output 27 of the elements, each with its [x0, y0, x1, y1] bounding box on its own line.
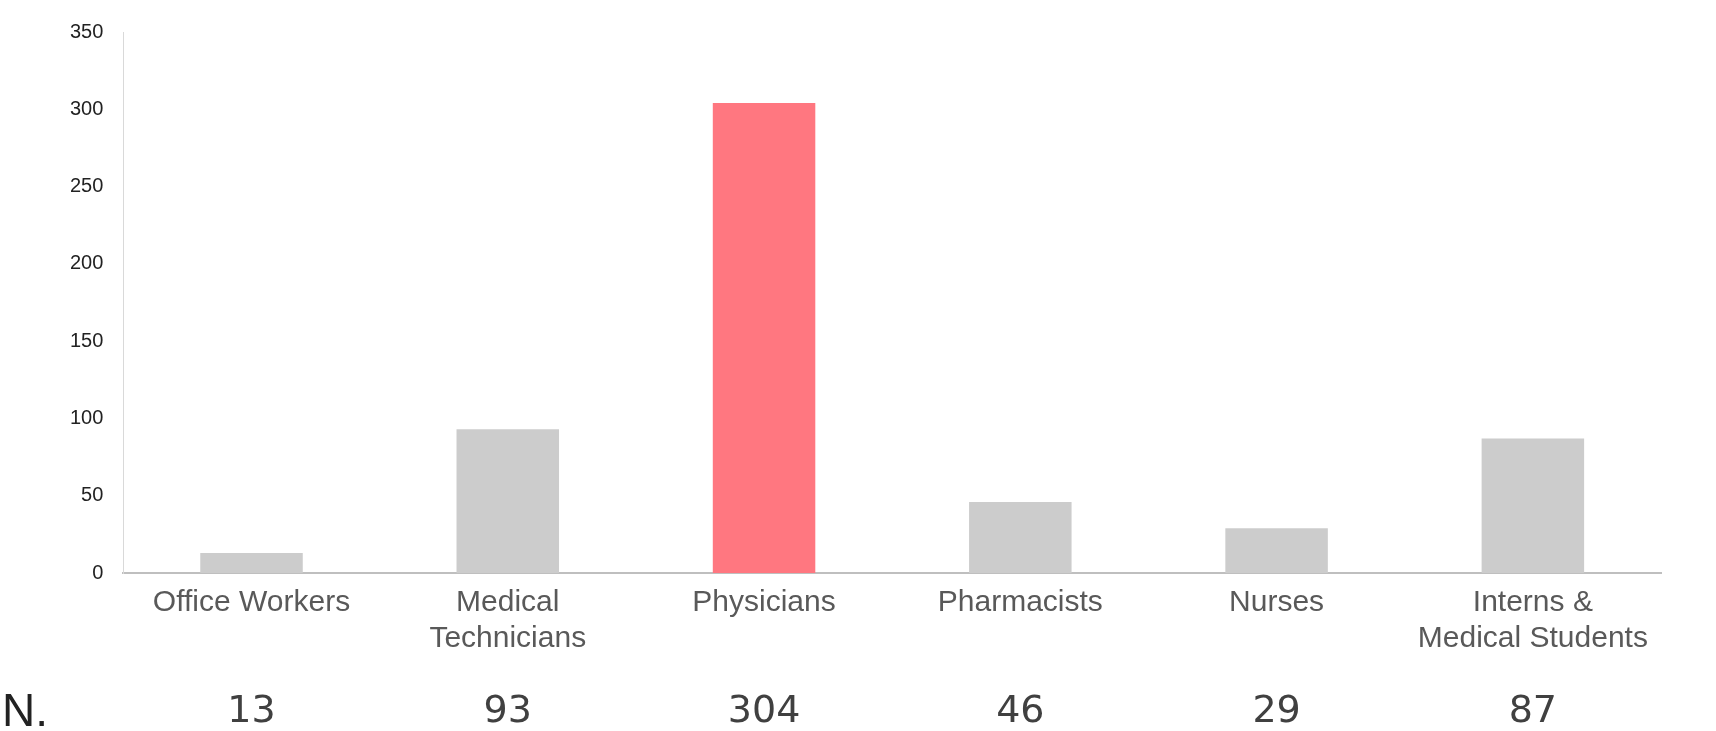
y-tick-label: 150 [69, 328, 104, 351]
y-tick-label: 50 [81, 483, 104, 506]
data-label: 46 [996, 687, 1045, 731]
data-label: 93 [483, 687, 532, 731]
text: N. [2, 684, 48, 731]
bar [200, 552, 303, 573]
x-tick-label: Interns & Medical Students [1417, 584, 1648, 654]
y-tick-label: 350 [69, 19, 104, 42]
y-tick-label: 0 [92, 560, 104, 583]
x-tick-label: Office Workers [152, 584, 351, 618]
x-tick-label: Medical Technicians [429, 584, 587, 654]
x-tick-label: Physicians [692, 584, 836, 618]
data-label: 29 [1252, 687, 1301, 731]
y-tick-label: 250 [69, 174, 104, 197]
x-tick-label: Pharmacists [937, 584, 1103, 618]
bar [1225, 528, 1328, 573]
bar [712, 103, 816, 573]
data-label: 87 [1508, 687, 1558, 731]
y-tick-label: 200 [69, 251, 104, 274]
data-label: 13 [227, 687, 276, 731]
data-label: 304 [727, 687, 801, 731]
x-tick-label: Nurses [1229, 584, 1325, 618]
bar [1481, 438, 1585, 573]
bar [456, 429, 560, 573]
y-tick-label: 300 [69, 96, 104, 119]
bar [969, 501, 1072, 573]
y-tick-label: 100 [69, 405, 104, 428]
